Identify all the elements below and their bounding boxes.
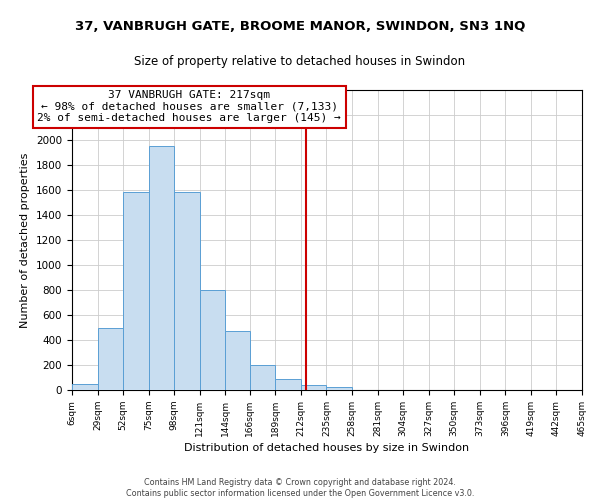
Bar <box>72 384 98 390</box>
Bar <box>250 365 275 390</box>
X-axis label: Distribution of detached houses by size in Swindon: Distribution of detached houses by size … <box>184 443 470 453</box>
Bar <box>200 290 226 390</box>
Y-axis label: Number of detached properties: Number of detached properties <box>20 152 31 328</box>
Bar <box>174 192 200 390</box>
Text: 37, VANBRUGH GATE, BROOME MANOR, SWINDON, SN3 1NQ: 37, VANBRUGH GATE, BROOME MANOR, SWINDON… <box>75 20 525 33</box>
Bar <box>226 331 250 390</box>
Bar <box>326 387 352 390</box>
Text: Size of property relative to detached houses in Swindon: Size of property relative to detached ho… <box>134 55 466 68</box>
Text: 37 VANBRUGH GATE: 217sqm
← 98% of detached houses are smaller (7,133)
2% of semi: 37 VANBRUGH GATE: 217sqm ← 98% of detach… <box>37 90 341 123</box>
Text: Contains HM Land Registry data © Crown copyright and database right 2024.
Contai: Contains HM Land Registry data © Crown c… <box>126 478 474 498</box>
Bar <box>98 328 123 390</box>
Bar <box>301 385 326 390</box>
Bar <box>149 146 174 390</box>
Bar <box>275 379 301 390</box>
Bar <box>123 192 149 390</box>
